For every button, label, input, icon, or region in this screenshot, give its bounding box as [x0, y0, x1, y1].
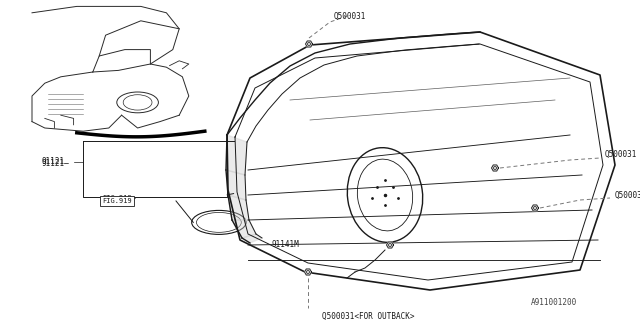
Polygon shape — [226, 170, 246, 200]
Polygon shape — [226, 135, 247, 175]
Text: 91141M: 91141M — [272, 240, 300, 249]
Text: FIG.919: FIG.919 — [102, 198, 132, 204]
Text: Q500031: Q500031 — [605, 149, 637, 158]
Polygon shape — [531, 205, 538, 211]
Text: FIG.919—: FIG.919— — [102, 195, 136, 201]
Text: 91121: 91121 — [42, 157, 65, 166]
Polygon shape — [492, 165, 499, 171]
Text: 91121—: 91121— — [42, 159, 69, 168]
Text: Q500031<FOR OUTBACK>: Q500031<FOR OUTBACK> — [322, 312, 415, 320]
Polygon shape — [228, 195, 249, 220]
Polygon shape — [232, 220, 256, 238]
Text: Q500031: Q500031 — [615, 190, 640, 199]
Text: Q500031: Q500031 — [334, 12, 366, 21]
Polygon shape — [305, 269, 312, 275]
Polygon shape — [242, 234, 262, 243]
Polygon shape — [387, 242, 394, 248]
Text: A911001200: A911001200 — [531, 298, 577, 307]
Polygon shape — [305, 41, 312, 47]
